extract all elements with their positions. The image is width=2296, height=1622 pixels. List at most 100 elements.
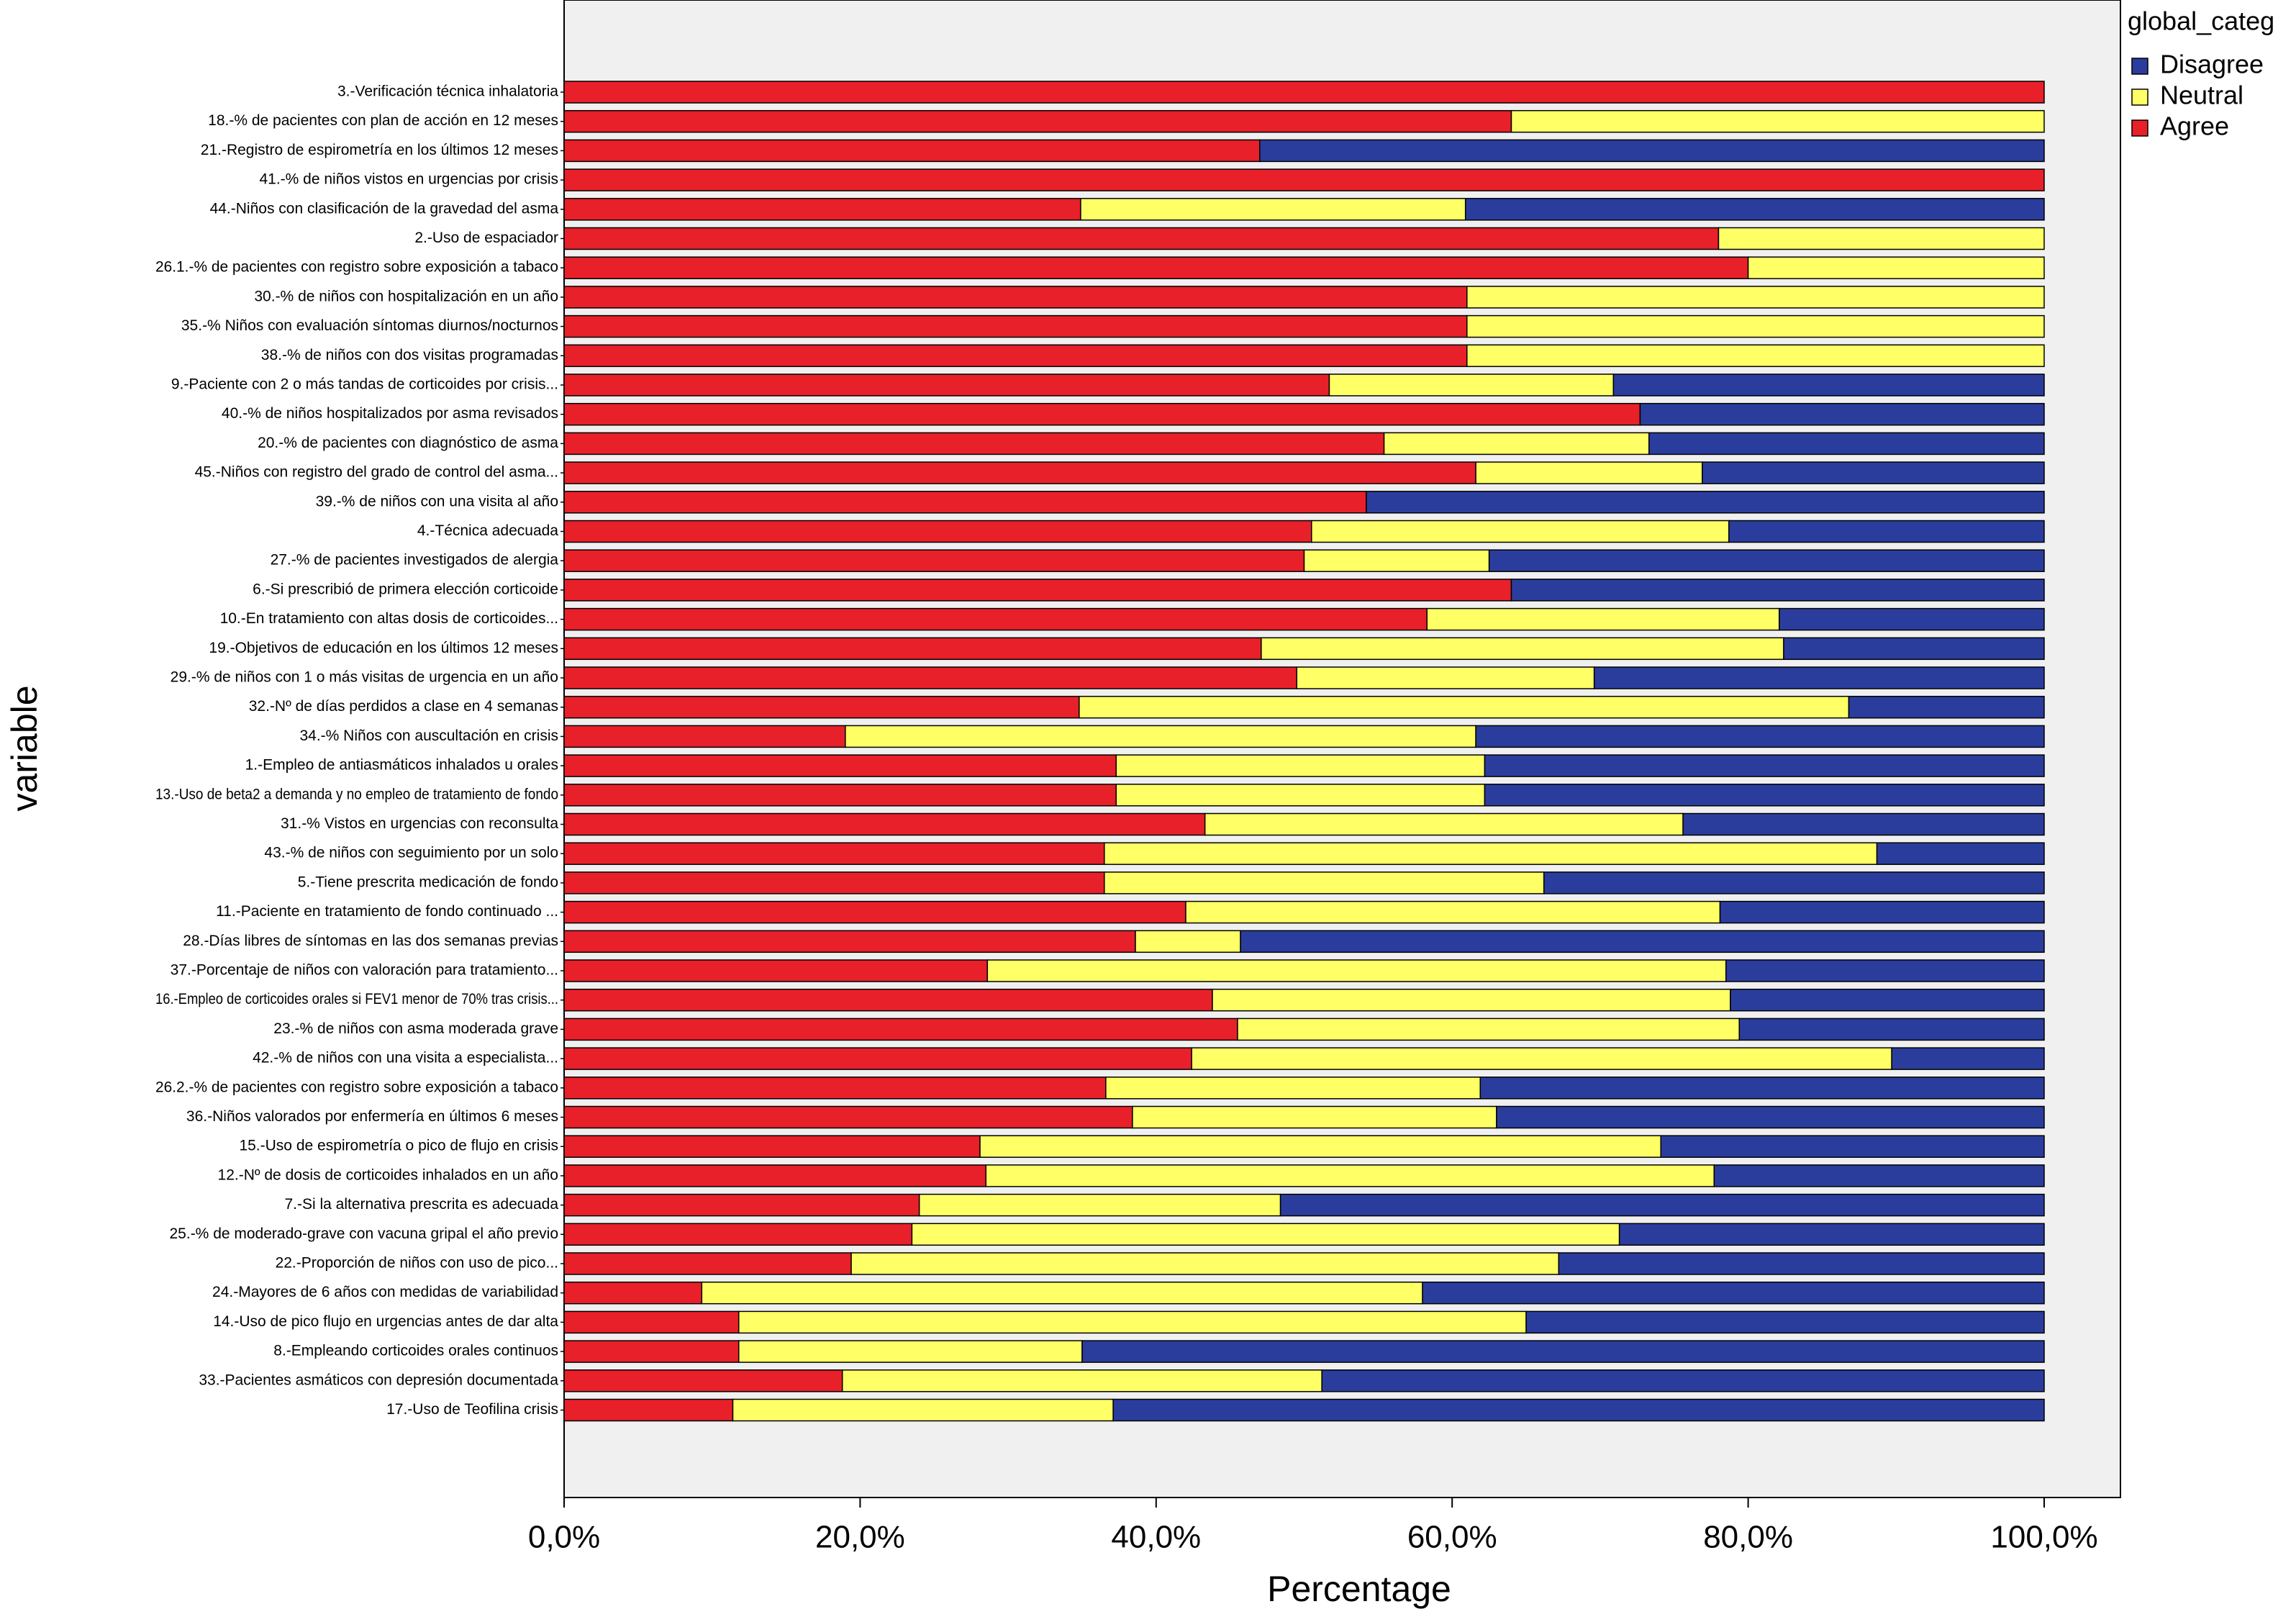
bar-segment — [563, 491, 1367, 514]
bar-segment — [1104, 842, 1878, 865]
bar-segment — [1080, 198, 1466, 221]
y-tick-label: 38.-% de niños con dos visitas programad… — [261, 347, 558, 363]
bar-segment — [563, 842, 1105, 865]
bar-segment — [563, 1398, 734, 1422]
bar-segment — [1484, 784, 2045, 807]
bar-segment — [985, 1164, 1715, 1187]
bar-segment — [563, 725, 846, 748]
bar-segment — [1135, 930, 1241, 953]
bar-segment — [563, 344, 1468, 368]
bar-segment — [979, 1135, 1661, 1158]
legend-title: global_categ — [2128, 6, 2274, 36]
bar-segment — [1488, 549, 2045, 572]
bar-segment — [563, 1077, 1107, 1100]
bar-segment — [563, 607, 1428, 631]
bar-segment — [563, 520, 1312, 543]
bar-segment — [563, 637, 1262, 661]
bar-segment — [1279, 1193, 2045, 1217]
y-tick-label: 11.-Paciente en tratamiento de fondo con… — [216, 903, 558, 920]
y-tick-label: 3.-Verificación técnica inhalatoria — [337, 83, 558, 100]
bar-segment — [1730, 988, 2045, 1012]
y-tick-label: 32.-Nº de días perdidos a clase en 4 sem… — [249, 698, 558, 715]
bar-segment — [563, 754, 1117, 777]
bar-segment — [563, 959, 989, 982]
bar-segment — [1702, 461, 2045, 484]
bar-segment — [1558, 1252, 2045, 1275]
x-axis-title: Percentage — [1267, 1569, 1451, 1609]
bar-segment — [1296, 666, 1595, 689]
bar-segment — [911, 1223, 1620, 1246]
y-tick-label: 6.-Si prescribió de primera elección cor… — [253, 581, 558, 597]
bar-segment — [1115, 754, 1486, 777]
bar-segment — [563, 1135, 981, 1158]
bar-segment — [986, 959, 1727, 982]
bar-segment — [1783, 637, 2045, 661]
bar-segment — [1466, 344, 2045, 368]
bar-segment — [845, 725, 1476, 748]
bar-segment — [1738, 1018, 2045, 1041]
y-tick-label: 37.-Porcentaje de niños con valoración p… — [171, 962, 558, 979]
y-tick-label: 23.-% de niños con asma moderada grave — [273, 1020, 558, 1037]
y-tick-label: 44.-Niños con clasificación de la graved… — [210, 200, 559, 217]
bar-segment — [732, 1398, 1114, 1422]
bar-segment — [1303, 549, 1490, 572]
bar-segment — [563, 812, 1206, 836]
bar-segment — [563, 1018, 1238, 1041]
bar-segment — [563, 579, 1512, 602]
bar-segment — [1484, 754, 2045, 777]
bar-segment — [563, 402, 1641, 426]
y-tick-label: 42.-% de niños con una visita a especial… — [253, 1050, 558, 1066]
bar-segment — [563, 666, 1297, 689]
bar-segment — [563, 1369, 843, 1392]
x-tick-label: 80,0% — [1703, 1520, 1793, 1555]
bar-segment — [1725, 959, 2045, 982]
y-axis-title: variable — [4, 685, 45, 811]
bar-segment — [1204, 812, 1684, 836]
bar-segment — [563, 1105, 1133, 1129]
y-tick-label: 21.-Registro de espirometría en los últi… — [201, 142, 558, 158]
y-tick-label: 41.-% de niños vistos en urgencias por c… — [259, 171, 558, 188]
y-tick-label: 5.-Tiene prescrita medicación de fondo — [298, 874, 558, 890]
bar-segment — [1104, 871, 1545, 894]
bar-segment — [1328, 373, 1615, 397]
bar-segment — [1081, 1340, 2045, 1363]
y-tick-label: 29.-% de niños con 1 o más visitas de ur… — [171, 669, 558, 686]
bar-segment — [1112, 1398, 2045, 1422]
y-tick-label: 33.-Pacientes asmáticos con depresión do… — [199, 1372, 558, 1388]
bar-segment — [1713, 1164, 2045, 1187]
bar-segment — [563, 81, 2045, 104]
bar-segment — [1593, 666, 2045, 689]
y-tick-label: 19.-Objetivos de educación en los último… — [209, 640, 558, 656]
bar-segment — [738, 1310, 1527, 1334]
y-tick-label: 39.-% de niños con una visita al año — [316, 493, 558, 509]
bar-segment — [563, 109, 1512, 133]
y-tick-label: 26.1.-% de pacientes con registro sobre … — [155, 259, 558, 276]
bar-segment — [563, 900, 1186, 924]
bar-segment — [1383, 432, 1650, 456]
x-tick-label: 100,0% — [1990, 1520, 2097, 1555]
bar-segment — [1543, 871, 2045, 894]
bar-segment — [1618, 1223, 2045, 1246]
y-tick-label: 14.-Uso de pico flujo en urgencias antes… — [213, 1313, 558, 1330]
bar-segment — [1237, 1018, 1741, 1041]
y-tick-label: 26.2.-% de pacientes con registro sobre … — [155, 1079, 558, 1095]
bar-segment — [563, 784, 1117, 807]
bar-segment — [563, 695, 1080, 719]
bar-segment — [1719, 900, 2045, 924]
y-tick-label: 24.-Mayores de 6 años con medidas de var… — [212, 1284, 558, 1300]
bar-segment — [1479, 1077, 2045, 1100]
y-tick-label: 28.-Días libres de síntomas en las dos s… — [183, 933, 558, 949]
y-tick-label: 20.-% de pacientes con diagnóstico de as… — [258, 435, 558, 451]
bar-segment — [563, 1340, 740, 1363]
bar-segment — [1728, 520, 2045, 543]
y-tick-label: 2.-Uso de espaciador — [414, 230, 558, 246]
bar-segment — [1115, 784, 1486, 807]
y-tick-label: 18.-% de pacientes con plan de acción en… — [208, 112, 558, 129]
y-tick-label: 27.-% de pacientes investigados de alerg… — [271, 552, 559, 568]
y-tick-label: 45.-Niños con registro del grado de cont… — [195, 464, 558, 481]
y-tick-label: 9.-Paciente con 2 o más tandas de cortic… — [171, 376, 558, 393]
bar-segment — [1718, 227, 2045, 250]
bar-segment — [1682, 812, 2045, 836]
bar-segment — [1132, 1105, 1497, 1129]
bar-segment — [1105, 1077, 1481, 1100]
